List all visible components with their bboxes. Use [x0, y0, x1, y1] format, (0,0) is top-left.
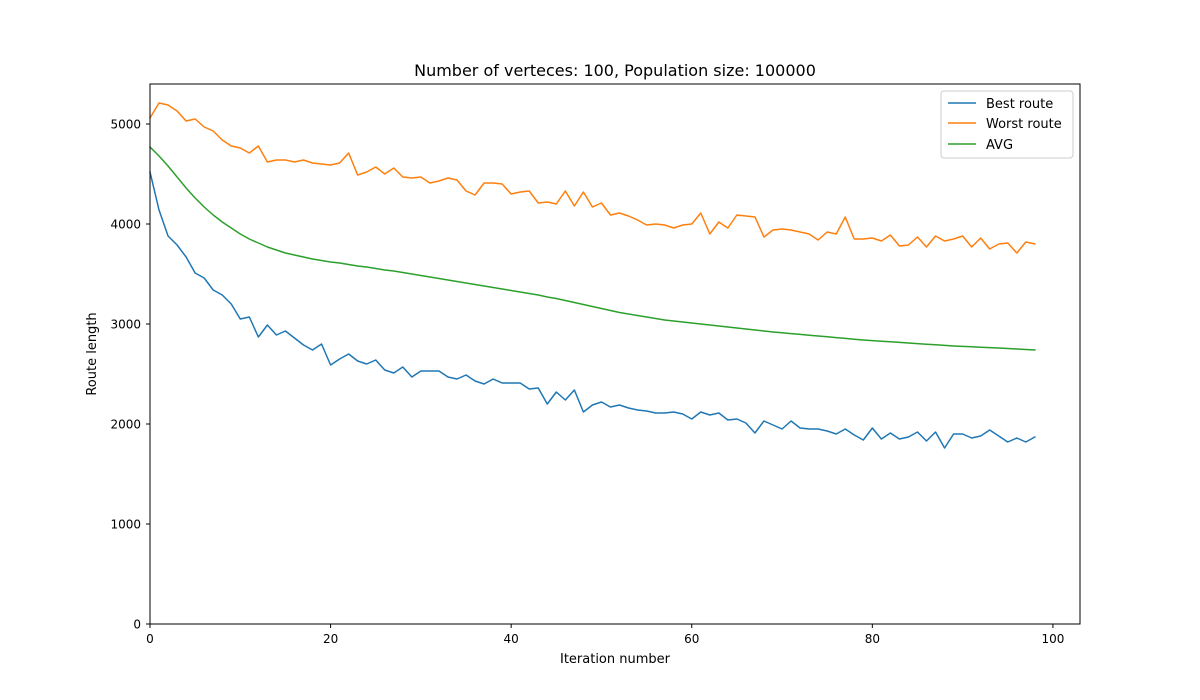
x-tick-label: 60 — [684, 632, 699, 646]
y-axis: 0 1000 2000 3000 4000 5000 — [110, 118, 150, 632]
series-layer — [148, 102, 1036, 449]
y-axis-label: Route length — [85, 312, 100, 395]
y-tick-label: 5000 — [110, 118, 141, 132]
y-tick-label: 4000 — [110, 218, 141, 232]
legend-label-best-route: Best route — [986, 97, 1053, 112]
legend-label-worst-route: Worst route — [986, 117, 1062, 132]
plot-frame — [149, 83, 1081, 625]
legend-box — [940, 90, 1074, 159]
x-tick-label: 20 — [323, 632, 338, 646]
y-tick-label: 2000 — [110, 418, 141, 432]
chart-title: Number of verteces: 100, Population size… — [414, 61, 816, 80]
y-tick-label: 0 — [133, 618, 141, 632]
x-tick-label: 0 — [146, 632, 154, 646]
legend-label-avg: AVG — [986, 138, 1013, 153]
x-axis: 0 20 40 60 80 100 — [146, 624, 1064, 646]
y-tick-label: 1000 — [110, 518, 141, 532]
x-tick-label: 40 — [504, 632, 519, 646]
series-line-avg — [148, 145, 1036, 351]
legend: Best route Worst route AVG — [940, 90, 1074, 159]
y-tick-label: 3000 — [110, 318, 141, 332]
series-line-worst-route — [148, 102, 1036, 254]
x-tick-label: 100 — [1041, 632, 1064, 646]
x-axis-label: Iteration number — [560, 652, 671, 667]
x-tick-label: 80 — [865, 632, 880, 646]
series-line-best-route — [149, 171, 1036, 449]
